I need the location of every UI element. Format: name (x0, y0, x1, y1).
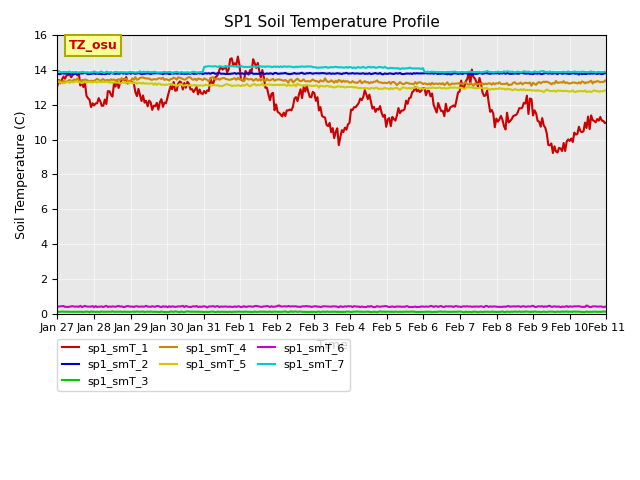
sp1_smT_5 (54, 78, 61, 84)
Legend: sp1_smT_1, sp1_smT_2, sp1_smT_3, sp1_smT_4, sp1_smT_5, sp1_smT_6, sp1_smT_7: sp1_smT_1, sp1_smT_2, sp1_smT_3, sp1_smT… (58, 339, 349, 391)
sp1_smT_1 (246, 67, 254, 73)
sp1_smT_1 (217, 64, 225, 70)
sp1_smT_5 (575, 88, 583, 94)
sp1_smT_4 (219, 75, 227, 81)
sp1_smT_2 (107, 70, 115, 75)
sp1_smT_6 (297, 304, 305, 310)
sp1_smT_6 (121, 304, 129, 310)
X-axis label: Time: Time (317, 339, 348, 352)
sp1_smT_1 (603, 120, 611, 125)
sp1_smT_3 (122, 309, 130, 315)
Text: TZ_osu: TZ_osu (68, 39, 117, 52)
sp1_smT_2 (295, 71, 303, 76)
sp1_smT_7 (575, 69, 583, 74)
sp1_smT_1 (575, 124, 583, 130)
sp1_smT_4 (603, 79, 611, 84)
Line: sp1_smT_5: sp1_smT_5 (58, 81, 607, 92)
sp1_smT_7 (219, 64, 227, 70)
sp1_smT_3 (246, 309, 254, 315)
sp1_smT_1 (121, 78, 129, 84)
sp1_smT_6 (219, 304, 227, 310)
sp1_smT_4 (470, 83, 477, 89)
sp1_smT_3 (86, 310, 93, 315)
sp1_smT_4 (295, 78, 303, 84)
sp1_smT_7 (109, 70, 116, 76)
sp1_smT_4 (246, 76, 254, 82)
sp1_smT_3 (54, 309, 61, 315)
sp1_smT_2 (122, 71, 130, 77)
sp1_smT_2 (237, 71, 244, 76)
sp1_smT_6 (603, 304, 611, 310)
sp1_smT_7 (239, 64, 246, 70)
sp1_smT_5 (122, 81, 130, 86)
sp1_smT_5 (603, 88, 611, 94)
sp1_smT_6 (275, 302, 283, 308)
sp1_smT_5 (540, 89, 548, 95)
Line: sp1_smT_6: sp1_smT_6 (58, 305, 607, 308)
sp1_smT_5 (219, 83, 227, 89)
sp1_smT_3 (287, 309, 295, 314)
sp1_smT_6 (204, 305, 211, 311)
Line: sp1_smT_1: sp1_smT_1 (58, 57, 607, 153)
sp1_smT_7 (237, 63, 244, 69)
sp1_smT_2 (246, 71, 254, 76)
sp1_smT_4 (132, 74, 140, 80)
sp1_smT_2 (573, 71, 581, 76)
sp1_smT_3 (237, 309, 244, 314)
Title: SP1 Soil Temperature Profile: SP1 Soil Temperature Profile (224, 15, 440, 30)
sp1_smT_2 (54, 71, 61, 76)
sp1_smT_5 (237, 84, 244, 89)
Line: sp1_smT_7: sp1_smT_7 (58, 66, 607, 73)
sp1_smT_6 (237, 304, 244, 310)
sp1_smT_7 (248, 64, 255, 70)
sp1_smT_2 (219, 71, 227, 77)
sp1_smT_2 (575, 72, 583, 77)
sp1_smT_3 (575, 309, 583, 314)
sp1_smT_1 (54, 83, 61, 89)
sp1_smT_6 (54, 304, 61, 310)
Line: sp1_smT_2: sp1_smT_2 (58, 72, 607, 74)
sp1_smT_1 (295, 91, 303, 97)
sp1_smT_4 (575, 79, 583, 85)
sp1_smT_7 (54, 69, 61, 75)
Y-axis label: Soil Temperature (C): Soil Temperature (C) (15, 110, 28, 239)
sp1_smT_1 (549, 150, 557, 156)
sp1_smT_6 (246, 303, 254, 309)
sp1_smT_2 (603, 71, 611, 76)
sp1_smT_5 (295, 82, 303, 88)
Line: sp1_smT_4: sp1_smT_4 (58, 77, 607, 86)
sp1_smT_3 (219, 309, 227, 314)
sp1_smT_5 (72, 78, 79, 84)
sp1_smT_4 (121, 76, 129, 82)
sp1_smT_7 (122, 70, 130, 75)
sp1_smT_4 (54, 78, 61, 84)
sp1_smT_7 (297, 64, 305, 70)
sp1_smT_3 (603, 309, 611, 314)
sp1_smT_5 (246, 84, 254, 89)
sp1_smT_4 (237, 76, 244, 82)
sp1_smT_3 (297, 309, 305, 314)
sp1_smT_6 (575, 303, 583, 309)
sp1_smT_7 (603, 69, 611, 75)
sp1_smT_1 (234, 54, 242, 60)
sp1_smT_1 (237, 76, 244, 82)
